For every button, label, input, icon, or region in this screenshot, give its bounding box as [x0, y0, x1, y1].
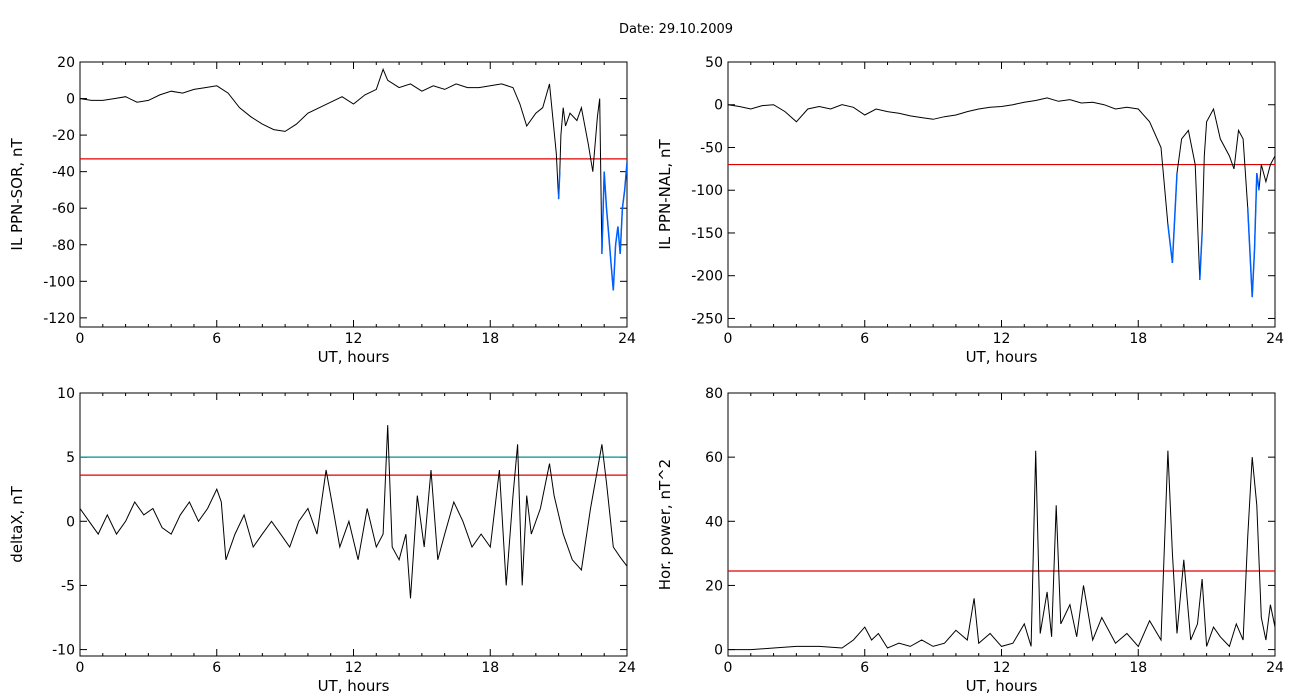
x-tick-label: 18 [1129, 331, 1147, 347]
y-tick-label: -50 [700, 140, 723, 156]
panel-1: 0 6 12 18 24 20 0 -20 -40 -60 -80 -100 -120 UT, hours… [8, 55, 636, 366]
series-line [80, 67, 627, 291]
y-tick-label: -5 [61, 578, 75, 594]
plot-frame [79, 61, 628, 328]
y-tick-label: 40 [705, 514, 723, 530]
x-tick-label: 24 [618, 660, 636, 676]
y-tick-label: -200 [691, 269, 723, 285]
y-tick-label: 20 [57, 55, 75, 71]
y-axis-label: IL PPN-SOR, nT [8, 138, 26, 251]
x-axis-label: UT, hours [318, 677, 390, 695]
y-tick-label: 0 [714, 643, 723, 659]
y-tick-label: -120 [43, 311, 75, 327]
x-tick-label: 6 [860, 660, 869, 676]
x-tick-label: 12 [993, 331, 1011, 347]
x-tick-label: 12 [345, 331, 363, 347]
y-axis-label: Hor. power, nT^2 [656, 459, 674, 590]
x-tick-label: 18 [481, 331, 499, 347]
x-tick-label: 12 [993, 660, 1011, 676]
y-tick-label: 20 [705, 578, 723, 594]
y-tick-label: -150 [691, 226, 723, 242]
y-axis-label: deltaX, nT [8, 485, 26, 562]
series-line [80, 425, 627, 599]
y-tick-label: 5 [66, 450, 75, 466]
y-tick-label: 10 [57, 386, 75, 402]
x-tick-label: 6 [212, 660, 221, 676]
below-threshold-segment [557, 171, 561, 200]
x-tick-label: 0 [724, 660, 733, 676]
x-tick-label: 24 [1266, 331, 1284, 347]
x-tick-label: 24 [618, 331, 636, 347]
y-tick-label: 60 [705, 450, 723, 466]
series-line [728, 97, 1275, 298]
y-tick-label: 80 [705, 386, 723, 402]
figure-title: Date: 29.10.2009 [619, 22, 733, 37]
y-tick-label: -10 [52, 643, 75, 659]
y-tick-label: -20 [52, 128, 75, 144]
y-tick-label: 50 [705, 55, 723, 71]
y-tick-label: -40 [52, 165, 75, 181]
below-threshold-segment [1199, 232, 1203, 281]
y-axis-label: IL PPN-NAL, nT [656, 139, 674, 250]
plot-frame [79, 392, 628, 657]
y-tick-label: 0 [66, 92, 75, 108]
below-threshold-segment [601, 162, 627, 291]
panel-3: 0 6 12 18 24 10 5 0 -5 -10 UT, hours deltaX, nT [8, 386, 636, 695]
y-tick-label: -250 [691, 311, 723, 327]
plot-frame [727, 61, 1276, 328]
x-tick-label: 0 [76, 331, 85, 347]
y-tick-label: 0 [714, 98, 723, 114]
x-tick-label: 0 [724, 331, 733, 347]
x-tick-label: 6 [212, 331, 221, 347]
series-line [728, 450, 1275, 651]
below-threshold-segment [1167, 173, 1178, 263]
x-tick-label: 24 [1266, 660, 1284, 676]
panel-4: 0 6 12 18 24 80 60 40 20 0 UT, hours Hor. power, nT… [656, 386, 1284, 695]
y-tick-label: -60 [52, 201, 75, 217]
x-axis-label: UT, hours [966, 348, 1038, 366]
below-threshold-segment [1246, 173, 1260, 298]
y-tick-label: -80 [52, 238, 75, 254]
plot-frame [727, 392, 1276, 657]
y-tick-label: -100 [43, 274, 75, 290]
panel-2: 0 6 12 18 24 50 0 -50 -100 -150 -200 -250 UT, hours I… [656, 55, 1284, 366]
x-tick-label: 18 [1129, 660, 1147, 676]
x-tick-label: 18 [481, 660, 499, 676]
x-axis-label: UT, hours [318, 348, 390, 366]
y-tick-label: 0 [66, 514, 75, 530]
x-tick-label: 12 [345, 660, 363, 676]
y-tick-label: -100 [691, 183, 723, 199]
x-tick-label: 0 [76, 660, 85, 676]
x-tick-label: 6 [860, 331, 869, 347]
x-axis-label: UT, hours [966, 677, 1038, 695]
